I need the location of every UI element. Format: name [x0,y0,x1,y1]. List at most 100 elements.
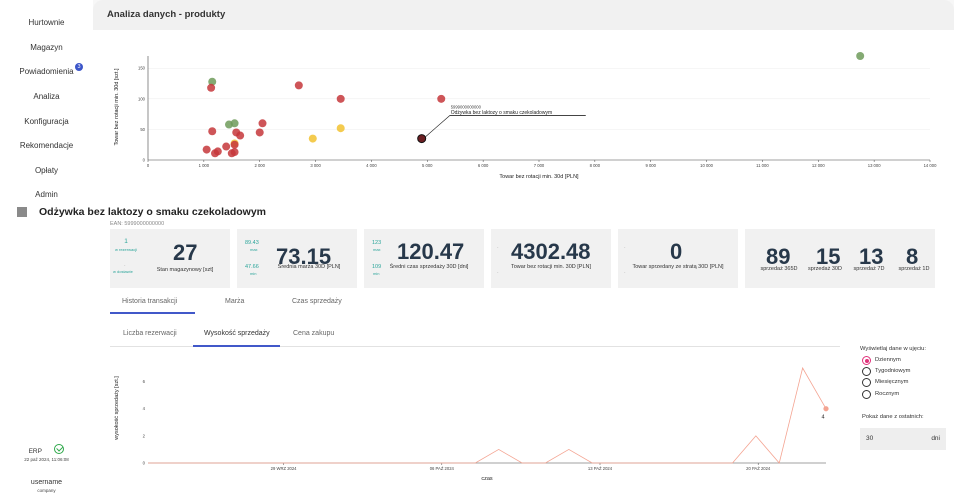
sidebar-item-magazyn[interactable]: Magazyn [0,43,93,52]
tab-czas-sprzedazy[interactable]: Czas sprzedaży [292,298,342,305]
product-point[interactable] [856,52,865,60]
y-tick-label: 150 [138,66,146,71]
product-point[interactable] [236,131,245,140]
radio-tygodniowym-label: Tygodniowym [875,368,911,374]
x-tick-label: 0 [147,163,150,168]
product-point[interactable] [230,140,239,149]
y-tick-label: 50 [140,127,145,132]
product-color-square [17,207,27,217]
sidebar-item-label: Powiadomienia [19,67,74,76]
username[interactable]: username [30,479,63,486]
sidebar-item-konfiguracja[interactable]: Konfiguracja [0,117,93,126]
radio-rocznym[interactable] [862,390,871,399]
sales-7-label: sprzedaż 7D [853,266,885,272]
subtab-wysokosc-sprzedazy[interactable]: Wysokość sprzedaży [204,330,270,337]
sale-time-min-label: min [373,271,380,276]
product-point[interactable] [227,149,236,158]
product-point[interactable] [213,147,222,156]
x-axis-title: Towar bez rotacji min. 30d [PLN] [499,174,579,180]
radio-dziennym[interactable] [862,356,871,365]
y-tick-label: 100 [138,96,146,101]
delivery-label: w dostawie [113,269,133,274]
product-point[interactable] [208,127,217,136]
x-tick-label: 8 000 [590,163,601,168]
sale-time-max-label: max [373,247,381,252]
product-point[interactable] [207,83,216,92]
sales-365-label: sprzedaż 365D [760,266,798,272]
sale-time-min: 109 [372,264,382,270]
sidebar-item-label: Opłaty [34,166,59,175]
reserved-count: 1 [124,238,128,245]
product-point[interactable] [336,94,345,103]
no-rotation-dash-bottom: - [497,269,499,274]
product-point[interactable] [230,119,239,128]
radio-tygodniowym[interactable] [862,367,871,376]
x-tick-label: 5 000 [422,163,433,168]
sales-30-value: 15 [816,244,841,269]
sale-time-max: 123 [372,240,382,246]
no-rotation-card: - - 4302.48 Towar bez rotacji min. 30D [… [491,229,611,288]
margin-min: 47.66 [245,264,259,270]
tab-marza[interactable]: Marża [225,298,245,305]
x-tick-label: 11 000 [756,163,769,168]
margin-max-label: max [250,247,258,252]
radio-miesiecznym-label: Miesięcznym [875,379,909,385]
sidebar-item-hurtownie[interactable]: Hurtownie [0,18,93,27]
sidebar-item-analiza[interactable]: Analiza [0,92,93,101]
sidebar-item-label: Magazyn [30,43,63,52]
y-axis-title: Towar bez rotacji min. 30d [szt.] [114,68,120,146]
product-point[interactable] [258,119,267,128]
product-point[interactable] [294,81,303,90]
selected-product-point[interactable] [417,134,427,144]
product-point[interactable] [255,128,264,137]
x-tick-label: 10 000 [700,163,713,168]
product-point[interactable] [308,134,317,143]
subtab-cena-zakupu[interactable]: Cena zakupu [293,330,335,337]
tooltip-leader-line [425,115,586,137]
days-range-label: Pokaż dane z ostatnich: [862,414,924,420]
days-range-input[interactable]: 30 dni [860,428,946,450]
loss-card: - - 0 Towar sprzedany ze stratą 30D [PLN… [618,229,738,288]
product-point[interactable] [222,142,231,151]
no-rotation-caption: Towar bez rotacji min. 30D [PLN] [510,264,592,270]
product-point[interactable] [202,145,211,154]
sidebar-item-label: Konfiguracja [24,117,69,126]
x-tick-label: 1 000 [199,163,210,168]
sale-time-card: 123 max 109 min 120.47 Średni czas sprze… [364,229,484,288]
margin-card: 89.43 max 47.66 min 73.15 Średnia marża … [237,229,357,288]
product-tooltip: 5999000000000 Odżywka bez laktozy o smak… [425,105,586,137]
sidebar-item-label: Hurtownie [28,18,65,27]
sidebar-item-powiadomienia[interactable]: Powiadomienia 3 [0,63,93,76]
active-tab-indicator [110,312,195,314]
stock-value: 27 [173,240,198,265]
x-tick-label: 2 000 [254,163,265,168]
erp-timestamp: 22 paź 2024, 11:06:08 [24,457,69,462]
radio-miesiecznym[interactable] [862,378,871,387]
sidebar-item-admin[interactable]: Admin [0,190,93,199]
margin-caption: Średnia marża 30D [PLN] [277,264,341,270]
product-point[interactable] [208,77,217,86]
sidebar-item-oplaty[interactable]: Opłaty [0,166,93,175]
sales-7-value: 13 [859,244,884,269]
product-point[interactable] [336,124,345,133]
tab-historia-transakcji[interactable]: Historia transakcji [122,298,178,305]
x-tick-label: 12 000 [812,163,825,168]
subtab-liczba-rezerwacji[interactable]: Liczba rezerwacji [123,330,177,337]
sidebar-item-rekomendacje[interactable]: Rekomendacje [0,141,93,150]
product-point[interactable] [437,94,446,103]
page-header: Analiza danych - produkty [93,0,954,30]
sidebar-item-label: Admin [35,190,58,199]
sale-time-value: 120.47 [397,239,465,264]
page-title: Analiza danych - produkty [107,9,226,20]
stock-caption: Stan magazynowy [szt] [156,267,214,273]
loss-dash-top: - [624,244,626,249]
x-tick-label: 4 000 [366,163,377,168]
x-tick-label: 14 000 [924,163,937,168]
margin-max: 89.43 [245,240,259,246]
stock-card: 1 w rezerwacji - w dostawie 27 Stan maga… [110,229,230,288]
x-tick-label: 9 000 [645,163,656,168]
x-tick-label: 6 000 [478,163,489,168]
tooltip-product-name: Odżywka bez laktozy o smaku czekoladowym [451,110,552,116]
sidebar-item-label: Rekomendacje [19,141,74,150]
aggregation-title: Wyświetlaj dane w ujęciu: [860,346,926,352]
